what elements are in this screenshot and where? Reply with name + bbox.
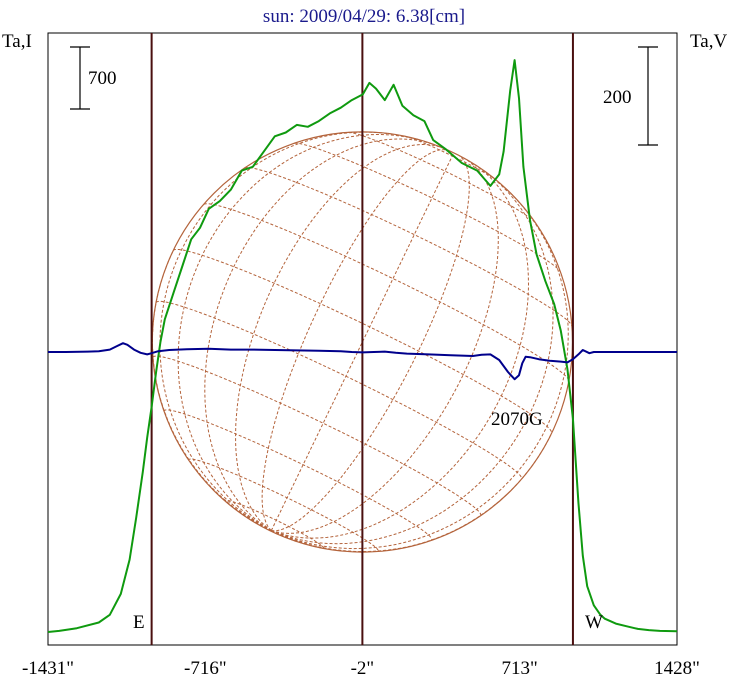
scale-bar-left-label: 700 [88,68,117,89]
scale-bar-right-label: 200 [603,87,632,108]
disk-longitude-line [271,172,554,545]
disk-latitude-line [294,142,561,273]
x-tick-label: 713" [502,658,538,679]
disk-longitude-line [271,188,569,550]
intensity-series-line [47,59,678,633]
x-tick-label: -716" [184,658,227,679]
west-limb-label: W [585,612,603,633]
disk-longitude-line [177,133,419,532]
disk-longitude-line [261,149,449,531]
disk-longitude-line [271,157,499,534]
disk-longitude-line [271,163,530,539]
scale-bar-right: 200 [603,46,658,146]
disk-longitude-line [235,143,444,531]
region-annotation: 2070G [491,409,543,430]
disk-longitude-line [204,138,433,532]
marker-lines [150,33,574,645]
x-tick-label: 1428" [654,658,700,679]
x-tick-label: -1431" [22,658,74,679]
polarization-series-line [48,342,677,381]
disk-longitude-line [270,152,455,531]
disk-latitude-line [203,203,570,381]
series-group [47,59,678,633]
annotations: 2070G [491,409,543,430]
disk-latitude-line [188,458,379,553]
x-tick-label: -2" [351,658,375,679]
x-axis-ticks: -1431" -716" -2" 713" 1428" [22,658,700,679]
disk-longitude-line [271,433,553,552]
disk-longitude-line [159,131,394,532]
left-axis-label: Ta,I [2,31,32,52]
chart-title: sun: 2009/04/29: 6.38[cm] [263,6,465,27]
right-axis-label: Ta,V [690,31,727,52]
disk-latitude-line [163,409,433,541]
east-limb-label: E [133,612,145,633]
disk-longitude-line [152,250,272,532]
disk-longitude-line [271,155,470,532]
disk-latitude-line [244,166,573,327]
scale-bar-left: 700 [70,46,117,110]
